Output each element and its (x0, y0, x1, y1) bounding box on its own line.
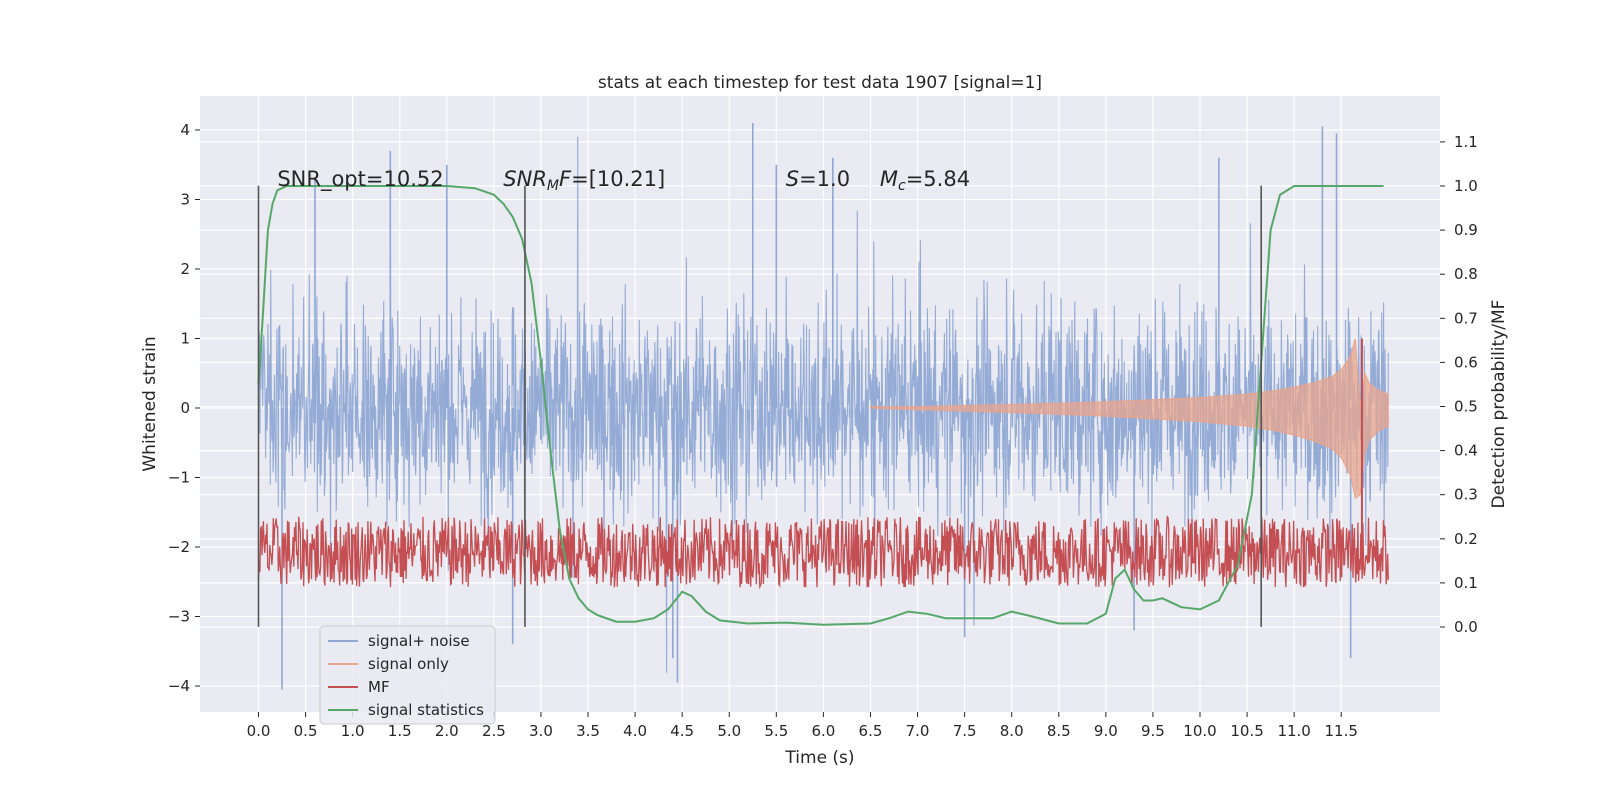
y-tick-label: 1 (180, 330, 190, 348)
right-tick-label: 0.0 (1454, 618, 1478, 636)
annotation-snr-mf-value: =[10.21] (571, 167, 665, 191)
x-tick-label: 8.0 (1000, 722, 1024, 740)
annotation-mc: Mc=5.84 (880, 167, 970, 194)
grid (200, 96, 1440, 712)
x-tick-label: 6.5 (859, 722, 883, 740)
right-tick-label: 0.8 (1454, 265, 1478, 283)
legend-box (319, 625, 496, 725)
legend-label: signal statistics (368, 701, 484, 719)
annotations: SNR_opt=10.52 SNRMF=[10.21] S=1.0 Mc=5.84 (277, 167, 970, 194)
legend-label: signal only (368, 655, 449, 673)
x-tick-label: 0.0 (247, 722, 271, 740)
y-axis-label: Whitened strain (140, 336, 160, 471)
right-axis-ticks: 1.1 1.0 0.9 0.8 0.7 0.6 0.5 0.4 0.3 0.2 0.1 0.0 (1440, 133, 1478, 636)
series-signal-statistics (257, 185, 1384, 626)
y-tick-label: 0 (180, 399, 190, 417)
y-tick-label: −3 (168, 608, 190, 626)
x-tick-label: 6.0 (811, 722, 835, 740)
legend: signal+ noise signal only MF signal statist… (319, 625, 496, 725)
y-tick-label: −2 (168, 538, 190, 556)
legend-label: MF (368, 678, 390, 696)
right-tick-label: 0.5 (1454, 398, 1478, 416)
right-tick-label: 0.6 (1454, 353, 1478, 371)
annotation-s: S=1.0 (786, 167, 850, 191)
annotation-snr-mf: SNRMF=[10.21] (503, 167, 665, 194)
x-tick-label: 2.5 (482, 722, 506, 740)
annotation-s-value: =1.0 (799, 167, 850, 191)
x-tick-label: 7.0 (906, 722, 930, 740)
right-tick-label: 0.2 (1454, 530, 1478, 548)
right-tick-label: 1.0 (1454, 177, 1478, 195)
right-tick-label: 0.7 (1454, 309, 1478, 327)
y-tick-label: 4 (180, 121, 190, 139)
vertical-markers (257, 185, 1262, 627)
plot-content (257, 123, 1389, 690)
x-tick-label: 4.0 (623, 722, 647, 740)
annotation-mc-value: =5.84 (906, 167, 970, 191)
annotation-snr-opt: SNR_opt=10.52 (277, 167, 443, 192)
x-tick-label: 10.5 (1230, 722, 1263, 740)
x-tick-label: 3.5 (576, 722, 600, 740)
x-tick-label: 1.0 (341, 722, 365, 740)
x-axis-ticks: 0.0 0.5 1.0 1.5 2.0 2.5 3.0 3.5 4.0 4.5 5.0 5.5 6.0 6… (247, 712, 1358, 740)
series-mf (257, 515, 1389, 590)
annotation-snr-mf-label: SNR (503, 167, 547, 191)
x-tick-label: 0.5 (294, 722, 318, 740)
x-tick-label: 11.0 (1277, 722, 1310, 740)
annotation-snr-mf-f: F (559, 167, 572, 191)
right-tick-label: 0.4 (1454, 442, 1478, 460)
x-tick-label: 7.5 (953, 722, 977, 740)
y-axis-ticks: 4 3 2 1 0 −1 −2 −3 −4 (168, 121, 200, 695)
y-tick-label: 3 (180, 191, 190, 209)
x-tick-label: 1.5 (388, 722, 412, 740)
y-tick-label: −4 (168, 677, 190, 695)
legend-label: signal+ noise (368, 632, 470, 650)
annotation-mc-label: M (880, 167, 898, 191)
y-tick-label: −1 (168, 469, 190, 487)
right-axis-label: Detection probability/MF (1489, 300, 1509, 509)
chart-title: stats at each timestep for test data 190… (598, 73, 1042, 93)
y-tick-label: 2 (180, 260, 190, 278)
x-tick-label: 5.5 (764, 722, 788, 740)
x-tick-label: 5.0 (717, 722, 741, 740)
x-tick-label: 9.0 (1094, 722, 1118, 740)
x-tick-label: 3.0 (529, 722, 553, 740)
x-tick-label: 8.5 (1047, 722, 1071, 740)
x-axis-label: Time (s) (784, 748, 854, 768)
x-tick-label: 4.5 (670, 722, 694, 740)
right-tick-label: 0.9 (1454, 221, 1478, 239)
right-tick-label: 0.3 (1454, 486, 1478, 504)
x-tick-label: 2.0 (435, 722, 459, 740)
right-tick-label: 0.1 (1454, 574, 1478, 592)
x-tick-label: 11.5 (1325, 722, 1358, 740)
annotation-snr-mf-sub: M (547, 178, 559, 194)
series-signal-only (869, 338, 1389, 500)
right-tick-label: 1.1 (1454, 133, 1478, 151)
x-tick-label: 9.5 (1141, 722, 1165, 740)
annotation-mc-sub: c (898, 178, 906, 194)
x-tick-label: 10.0 (1183, 722, 1216, 740)
annotation-s-label: S (786, 167, 799, 191)
